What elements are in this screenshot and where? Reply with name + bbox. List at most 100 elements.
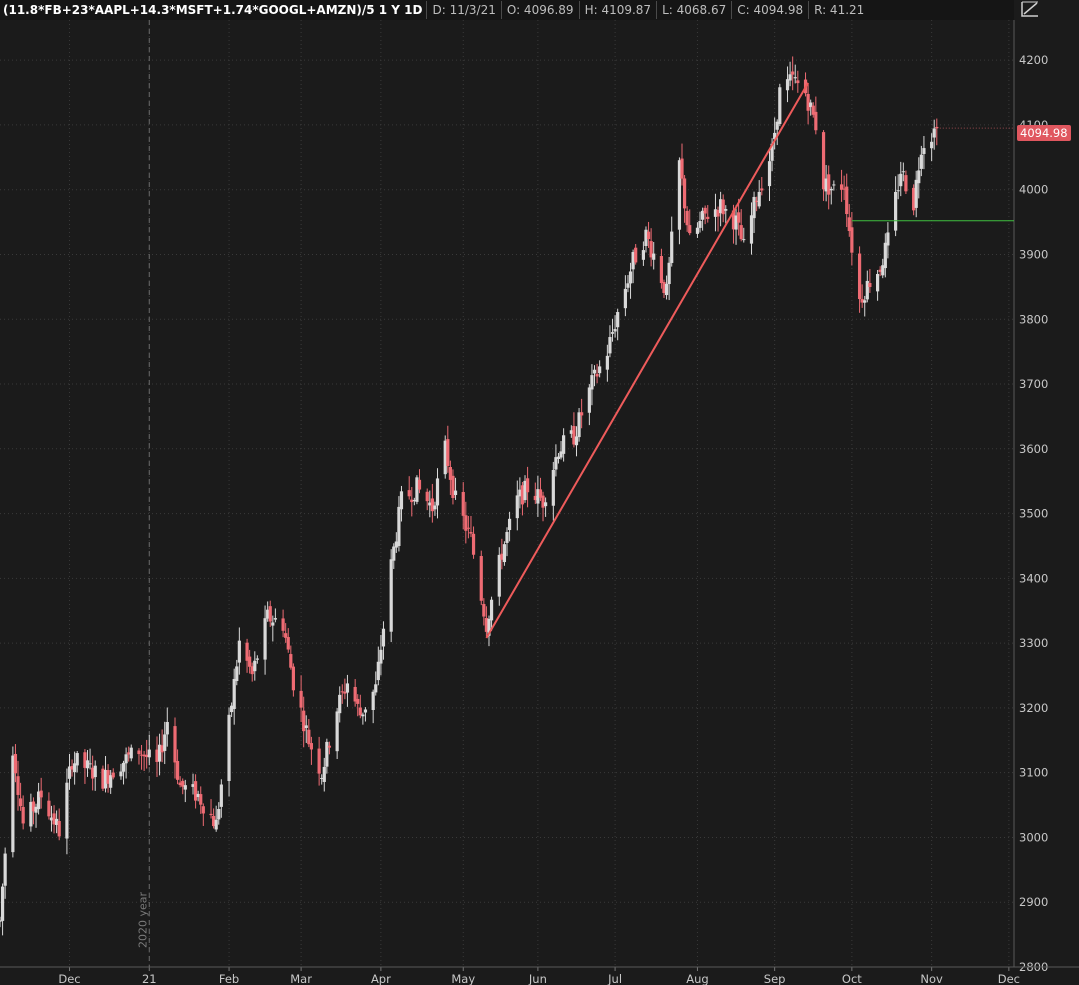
candle-down [541,495,545,508]
header-bar: (11.8*FB+23*AAPL+14.3*MSFT+1.74*GOOGL+AM… [0,0,1014,20]
candle-down [878,269,882,272]
close-readout: C: 4094.98 [731,1,808,19]
candle-up [85,760,90,769]
candle-up [165,722,169,735]
candle-up [590,375,594,390]
candle-down [471,533,476,555]
x-tick-label: Dec [58,972,80,985]
candle-down [760,188,764,191]
candle-up [415,477,419,502]
candle-down [868,283,872,288]
candle-up [809,102,813,108]
candle-down [410,499,414,503]
candle-down [139,754,144,756]
candle-down [845,186,849,215]
candle-up [433,505,437,510]
drawing-tool-icon[interactable] [1019,0,1041,18]
candle-down [842,188,846,190]
candle-up [263,618,267,660]
candle-up [613,329,617,332]
candle-up [778,87,782,124]
candle-up [598,366,602,374]
candle-up [129,747,133,759]
candle-up [932,128,936,138]
candle-down [680,158,684,179]
candle-down [737,212,741,223]
candle-down [466,527,470,529]
candle-up [121,762,126,772]
candle-up [119,771,123,777]
year-marker-label: 2020 year [136,891,149,948]
candle-up [574,436,579,446]
candle-up [376,661,380,681]
candle-up [507,518,512,531]
candle-down [662,281,666,293]
x-tick-label: Apr [371,972,391,985]
candle-up [536,489,540,504]
candle-down [469,532,473,534]
open-readout: O: 4096.89 [500,1,579,19]
candle-down [160,745,164,753]
candle-down [479,556,483,601]
candle-up [628,271,633,284]
candle-down [52,813,56,825]
candle-down [461,491,465,516]
candle-up [917,170,921,184]
candle-up [631,252,635,270]
y-tick-label: 3400 [1019,571,1048,585]
y-tick-label: 3700 [1019,377,1048,391]
candle-up [667,262,671,285]
candle-down [201,806,205,814]
candle-up [196,793,200,798]
candle-up [399,491,404,510]
candle-up [592,369,597,374]
candle-down [821,132,826,190]
candle-up [770,143,774,161]
candle-up [157,744,162,762]
y-tick-label: 3600 [1019,442,1048,456]
candle-down [353,686,357,702]
candle-down [16,776,20,795]
x-tick-label: Aug [686,972,708,985]
candle-up [559,451,563,458]
symbol-title[interactable]: (11.8*FB+23*AAPL+14.3*MSFT+1.74*GOOGL+AM… [3,3,423,17]
open-value: O: 4096.89 [506,3,574,17]
candle-down [688,225,692,234]
candle-down [39,790,43,798]
candle-down [327,745,332,748]
candle-up [320,777,324,779]
candle-up [88,763,92,765]
candle-up [788,74,792,81]
low-value: L: 4068.67 [662,3,727,17]
candle-up [785,79,790,91]
candle-down [935,126,939,129]
candle-up [163,734,167,751]
candle-up [3,853,7,886]
candle-up [271,622,275,626]
candle-up [865,280,869,300]
candle-down [83,752,87,768]
candle-down [525,478,530,493]
candle-up [554,457,558,470]
candle-down [268,606,272,622]
candle-up [922,148,926,154]
candle-up [883,242,887,269]
candle-up [551,470,555,506]
candle-up [232,678,236,709]
candle-up [266,609,270,619]
candle-down [739,225,743,240]
date-readout: D: 11/3/21 [426,1,500,19]
candle-down [155,749,159,762]
y-tick-label: 2900 [1019,895,1048,909]
candle-up [73,763,77,773]
candle-up [930,141,934,149]
candle-down [286,637,290,650]
y-tick-label: 3200 [1019,701,1048,715]
y-tick-label: 4200 [1019,53,1048,67]
candle-up [109,775,113,788]
candle-down [484,618,489,632]
candle-down [706,216,710,220]
candle-up [325,741,329,767]
candle-down [284,633,288,638]
